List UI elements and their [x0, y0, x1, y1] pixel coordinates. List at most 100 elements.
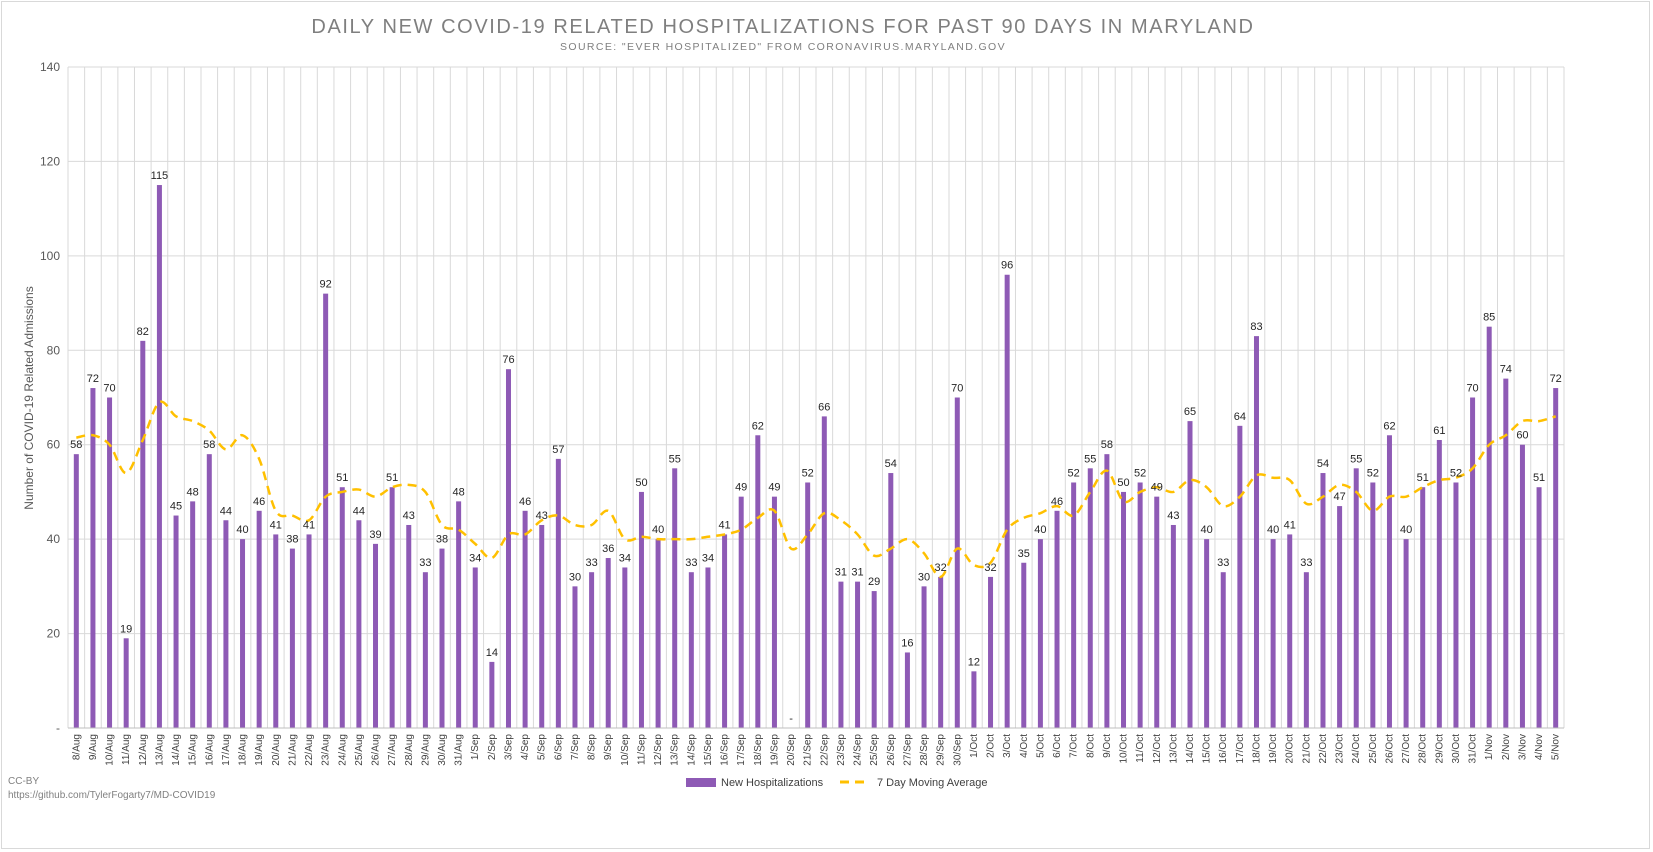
- bar-data-label: 50: [1117, 477, 1129, 489]
- x-tick-label: 28/Oct: [1418, 734, 1429, 764]
- bar-data-label: 52: [802, 467, 814, 479]
- bar: [1536, 487, 1542, 728]
- bar-data-label: 49: [1151, 482, 1163, 494]
- bar-data-label: 33: [685, 557, 697, 569]
- bar: [1187, 421, 1193, 728]
- x-tick-label: 14/Sep: [686, 734, 697, 766]
- x-tick-label: 16/Sep: [720, 734, 731, 766]
- x-tick-label: 20/Sep: [786, 734, 797, 766]
- x-tick-label: 19/Sep: [769, 734, 780, 766]
- bar-data-label: 51: [1533, 472, 1545, 484]
- bar-data-label: 48: [187, 486, 199, 498]
- moving-average-path: [76, 400, 1557, 579]
- bar-data-label: 40: [1034, 524, 1046, 536]
- x-tick-label: 7/Sep: [570, 734, 581, 761]
- legend-label-line: 7 Day Moving Average: [877, 777, 987, 789]
- bar-data-label: 70: [1466, 383, 1478, 395]
- bar-data-label: 65: [1184, 406, 1196, 418]
- bar-data-label: 29: [868, 576, 880, 588]
- bar-data-label: 43: [536, 510, 548, 522]
- x-tick-label: 11/Sep: [636, 734, 647, 765]
- x-tick-label: 4/Oct: [1019, 734, 1030, 758]
- bar: [1154, 496, 1160, 728]
- bar-data-label: 58: [203, 439, 215, 451]
- x-tick-label: 8/Aug: [71, 734, 82, 760]
- bar: [1204, 539, 1210, 728]
- bar-data-label: 19: [120, 623, 132, 635]
- x-tick-label: 3/Oct: [1002, 734, 1013, 758]
- bar-data-label: 64: [1234, 411, 1246, 423]
- bar: [190, 501, 196, 728]
- bar-data-label: 55: [669, 453, 681, 465]
- x-tick-label: 27/Sep: [902, 734, 913, 766]
- bar: [921, 586, 927, 728]
- bar-data-label: 38: [286, 534, 298, 546]
- x-tick-label: 30/Oct: [1451, 734, 1462, 764]
- x-tick-label: 28/Aug: [404, 734, 415, 766]
- bar-data-label: 70: [103, 383, 115, 395]
- bar-data-label: 30: [918, 571, 930, 583]
- bar: [755, 435, 761, 728]
- bar: [1037, 539, 1043, 728]
- x-tick-label: 22/Oct: [1318, 734, 1329, 764]
- x-tick-label: 7/Oct: [1069, 734, 1080, 758]
- x-tick-label: 22/Sep: [819, 734, 830, 766]
- bar: [1337, 506, 1343, 728]
- bar: [73, 454, 79, 728]
- x-tick-label: 5/Sep: [537, 734, 548, 761]
- bar-data-label: 58: [70, 439, 82, 451]
- x-tick-label: 11/Aug: [121, 734, 132, 765]
- x-tick-label: 1/Oct: [969, 734, 980, 758]
- bar: [1137, 482, 1143, 728]
- bar-data-label: 96: [1001, 260, 1013, 272]
- data-labels: 58 72 70 19 82 115 45 48 58 44 40 46 41 38 41 92 51 44 39 5…: [70, 170, 1562, 725]
- x-tick-label: 2/Nov: [1501, 734, 1512, 760]
- x-tick-label: 14/Aug: [171, 734, 182, 766]
- bar: [672, 468, 678, 728]
- bar-data-label: 34: [702, 552, 714, 564]
- x-tick-label: 29/Oct: [1434, 734, 1445, 764]
- bar-data-label: 41: [718, 519, 730, 531]
- bar: [1403, 539, 1409, 728]
- bar-data-label: 62: [1383, 420, 1395, 432]
- bar: [622, 567, 628, 728]
- x-tick-label: 26/Sep: [886, 734, 897, 766]
- bar-data-label: 40: [1267, 524, 1279, 536]
- x-tick-label: 17/Aug: [221, 734, 232, 766]
- x-tick-label: 19/Aug: [254, 734, 265, 766]
- bar: [1237, 425, 1243, 728]
- x-tick-label: 2/Oct: [986, 734, 997, 758]
- bar-data-label: 70: [951, 383, 963, 395]
- bar: [439, 548, 445, 728]
- x-tick-label: 21/Sep: [803, 734, 814, 766]
- x-tick-label: 31/Oct: [1468, 734, 1479, 764]
- bar-data-label: 83: [1250, 321, 1262, 333]
- x-tick-label: 25/Aug: [354, 734, 365, 766]
- bar-data-label: 32: [984, 562, 996, 574]
- x-tick-label: 23/Sep: [836, 734, 847, 766]
- bar: [389, 487, 395, 728]
- bar: [1486, 326, 1492, 728]
- x-tick-label: 15/Oct: [1202, 734, 1213, 764]
- bars: [73, 185, 1559, 729]
- bar: [1220, 572, 1226, 728]
- bar-data-label: 12: [968, 656, 980, 668]
- x-tick-label: 18/Aug: [238, 734, 249, 766]
- x-tick-label: 23/Aug: [321, 734, 332, 766]
- bar: [356, 520, 362, 728]
- x-tick-label: 13/Oct: [1168, 734, 1179, 764]
- bar-data-label: 34: [469, 552, 481, 564]
- x-tick-label: 11/Oct: [1135, 734, 1146, 763]
- bar: [988, 576, 994, 728]
- gridlines: [67, 66, 1565, 729]
- bar: [173, 515, 179, 728]
- bar: [605, 558, 611, 728]
- bar-data-label: 74: [1500, 364, 1512, 376]
- x-tick-label: 28/Sep: [919, 734, 930, 766]
- bar-data-label: 39: [369, 529, 381, 541]
- x-tick-label: 20/Oct: [1285, 734, 1296, 764]
- bar: [1054, 510, 1060, 728]
- bar-data-label: 82: [137, 326, 149, 338]
- x-tick-label: 13/Sep: [670, 734, 681, 766]
- bar-data-label: 34: [619, 552, 631, 564]
